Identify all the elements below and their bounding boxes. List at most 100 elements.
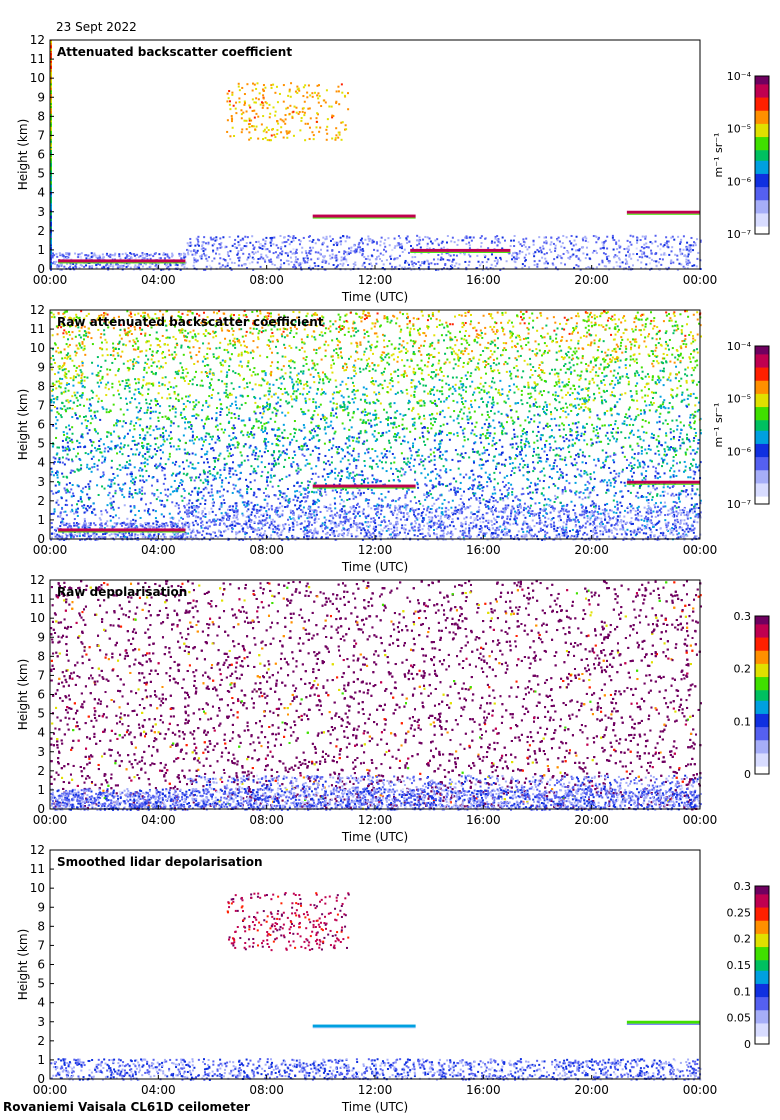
- colorbar-cell: [755, 768, 769, 772]
- colorbar-cell: [755, 498, 769, 502]
- x-tick-label: 20:00: [574, 543, 609, 557]
- colorbar-cell: [755, 991, 769, 995]
- colorbar-cell: [755, 629, 769, 633]
- colorbar-cell: [755, 91, 769, 95]
- colorbar-cell: [755, 975, 769, 979]
- colorbar-cell: [755, 482, 769, 487]
- colorbar-cell: [755, 361, 769, 365]
- colorbar-cell: [755, 443, 769, 447]
- colorbar-cell: [755, 914, 769, 919]
- colorbar-cell: [755, 173, 769, 177]
- colorbar-cell: [755, 205, 769, 209]
- colorbar-cell: [755, 152, 769, 156]
- colorbar-cell: [755, 1012, 769, 1016]
- colorbar-cell: [755, 666, 769, 670]
- colorbar-cell: [755, 718, 769, 722]
- colorbar-cell: [755, 414, 769, 418]
- x-tick-label: 00:00: [683, 273, 718, 287]
- colorbar-cell: [755, 86, 769, 90]
- x-tick-label: 20:00: [574, 813, 609, 827]
- y-tick-label: 9: [37, 900, 45, 914]
- colorbar-cell: [755, 157, 769, 161]
- colorbar-cell: [755, 909, 769, 913]
- colorbar-cell: [755, 912, 769, 916]
- y-tick-label: 12: [30, 573, 45, 587]
- x-axis-label: Time (UTC): [341, 560, 408, 574]
- colorbar-cell: [755, 346, 769, 350]
- colorbar-cell: [755, 742, 769, 746]
- colorbar-tick-label: 0.25: [727, 906, 752, 919]
- colorbar-cell: [755, 493, 769, 497]
- colorbar-cell: [755, 896, 769, 900]
- colorbar-cell: [755, 922, 769, 926]
- colorbar-cell: [755, 637, 769, 641]
- colorbar-cell: [755, 692, 769, 696]
- colorbar-cell: [755, 160, 769, 164]
- heatmap-cells: [50, 310, 702, 541]
- colorbar-cell: [755, 755, 769, 759]
- y-tick-label: 12: [30, 303, 45, 317]
- colorbar-cell: [755, 644, 769, 649]
- y-tick-label: 6: [37, 958, 45, 972]
- x-tick-label: 16:00: [466, 273, 501, 287]
- colorbar-cell: [755, 904, 769, 908]
- x-tick-label: 00:00: [683, 813, 718, 827]
- colorbar-cell: [755, 496, 769, 500]
- x-tick-label: 04:00: [141, 273, 176, 287]
- colorbar-cell: [755, 650, 769, 654]
- y-tick-label: 0: [37, 802, 45, 816]
- colorbar-frame: [754, 75, 770, 235]
- colorbar-cell: [755, 941, 769, 945]
- colorbar-cell: [755, 89, 769, 93]
- colorbar-cell: [755, 1030, 769, 1034]
- colorbar-cell: [755, 228, 769, 232]
- colorbar-cell: [755, 943, 769, 948]
- x-tick-label: 00:00: [33, 813, 68, 827]
- colorbar-tick-label: 0.3: [734, 880, 752, 893]
- colorbar-cell: [755, 920, 769, 924]
- colorbar-cell: [755, 983, 769, 987]
- colorbar-cell: [755, 451, 769, 455]
- colorbar-cell: [755, 78, 769, 82]
- colorbar-cell: [755, 946, 769, 950]
- colorbar-cell: [755, 965, 769, 969]
- colorbar-tick-label: 0.05: [727, 1012, 752, 1025]
- x-tick-label: 00:00: [33, 543, 68, 557]
- colorbar-cell: [755, 472, 769, 476]
- y-tick-label: 11: [30, 52, 45, 66]
- colorbar-cell: [755, 83, 769, 88]
- colorbar-cell: [755, 461, 769, 465]
- colorbar-cell: [755, 459, 769, 463]
- colorbar-cell: [755, 469, 769, 473]
- colorbar-cell: [755, 144, 769, 148]
- colorbar-cell: [755, 422, 769, 426]
- colorbar-cell: [755, 618, 769, 622]
- colorbar-cell: [755, 710, 769, 714]
- colorbar-cell: [755, 634, 769, 638]
- y-tick-label: 1: [37, 513, 45, 527]
- colorbar-cell: [755, 149, 769, 153]
- y-tick-label: 5: [37, 167, 45, 181]
- colorbar-cell: [755, 194, 769, 198]
- colorbar-cell: [755, 112, 769, 116]
- colorbar-cell: [755, 713, 769, 717]
- colorbar-cell: [755, 938, 769, 942]
- colorbar-cell: [755, 99, 769, 103]
- colorbar-cell: [755, 133, 769, 138]
- colorbar-cell: [755, 933, 769, 937]
- colorbar-cell: [755, 917, 769, 921]
- colorbar-cell: [755, 891, 769, 895]
- colorbar-cell: [755, 223, 769, 227]
- y-tick-label: 5: [37, 977, 45, 991]
- plot-area: [50, 40, 700, 269]
- colorbar-cell: [755, 353, 769, 358]
- colorbar-cell: [755, 705, 769, 709]
- x-tick-label: 16:00: [466, 543, 501, 557]
- colorbar-frame: [754, 615, 770, 775]
- colorbar-cell: [755, 186, 769, 190]
- colorbar-cell: [755, 218, 769, 222]
- colorbar-cell: [755, 102, 769, 106]
- colorbar-cell: [755, 928, 769, 932]
- y-tick-label: 8: [37, 379, 45, 393]
- colorbar-cell: [755, 396, 769, 400]
